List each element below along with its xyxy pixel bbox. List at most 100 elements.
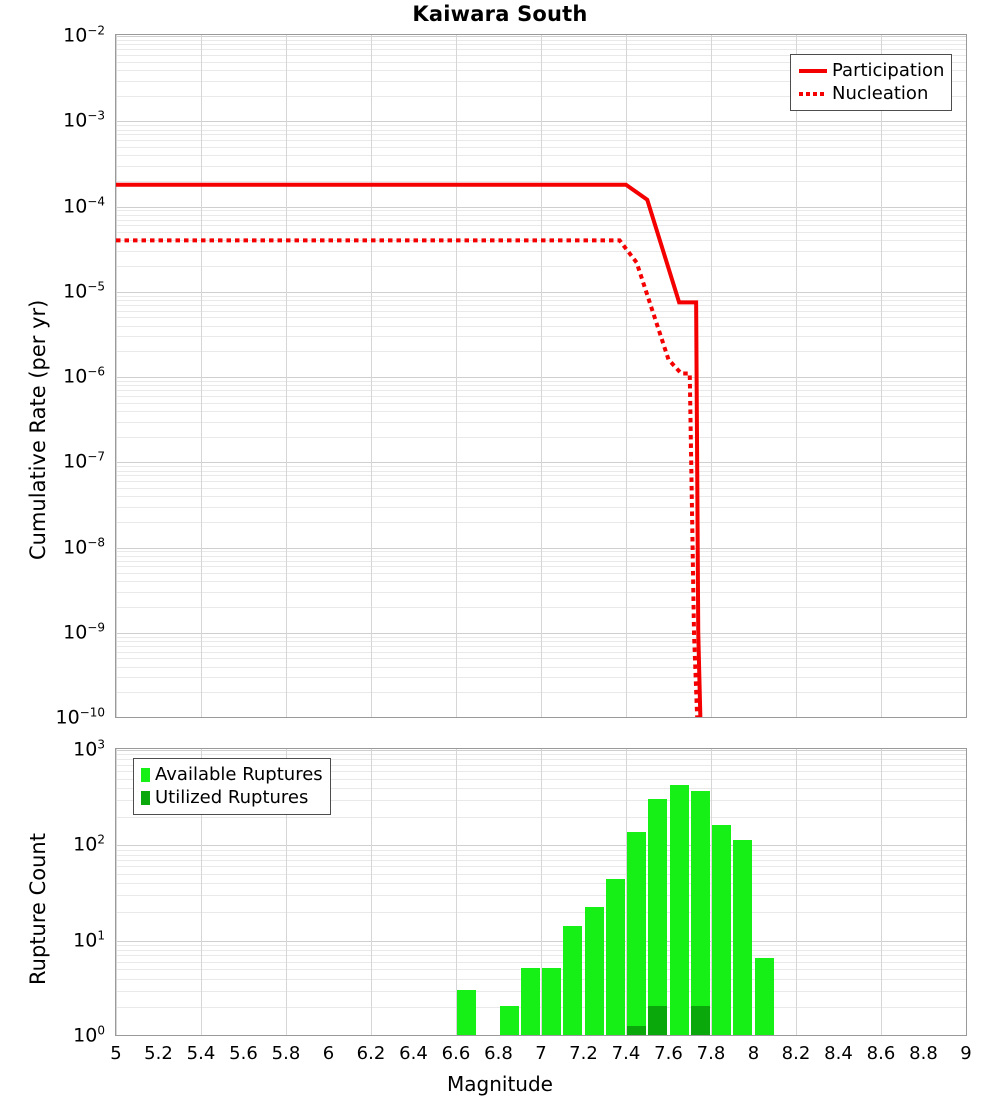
gridline-horizontal xyxy=(116,1036,966,1037)
x-tick-label: 7.6 xyxy=(654,1043,683,1064)
gridline-vertical xyxy=(966,749,967,1035)
x-tick-label: 7.4 xyxy=(611,1043,641,1064)
dotted-line-icon xyxy=(798,87,828,101)
y-tick-label: 10−3 xyxy=(63,108,105,132)
legend-item-label: Available Ruptures xyxy=(155,764,323,785)
top-y-axis-ticks: 10−2 10−3 10−4 10−5 10−6 10−7 10−8 10−9 10−10 xyxy=(0,0,105,740)
y-tick-label: 10−2 xyxy=(63,23,105,47)
page-title: Kaiwara South xyxy=(412,2,588,26)
curve-nucleation xyxy=(116,238,700,717)
y-tick-label: 101 xyxy=(73,927,105,952)
gridline-vertical xyxy=(116,35,117,717)
x-tick-label: 6 xyxy=(322,1043,335,1064)
color-swatch-icon xyxy=(141,767,150,782)
gridline-vertical xyxy=(456,749,457,1035)
gridline-vertical xyxy=(371,749,372,1035)
legend-item-label: Participation xyxy=(832,60,945,81)
gridline-vertical xyxy=(626,749,627,1035)
histogram-bar xyxy=(648,798,668,1035)
y-tick-label: 10−6 xyxy=(63,364,105,388)
histogram-bar xyxy=(520,968,540,1035)
x-tick-label: 8 xyxy=(747,1043,760,1064)
gridline-vertical xyxy=(966,35,967,717)
x-tick-label: 5 xyxy=(110,1043,122,1064)
histogram-bar-utilized xyxy=(648,1006,668,1035)
curve-participation xyxy=(116,182,703,717)
gridline-vertical xyxy=(711,749,712,1035)
cumulative-rate-plot xyxy=(115,34,967,718)
y-tick-label: 10−7 xyxy=(63,449,105,473)
gridline-vertical xyxy=(201,749,202,1035)
x-tick-label: 5.4 xyxy=(186,1043,216,1064)
histogram-bar xyxy=(712,824,732,1035)
gridline-vertical xyxy=(371,35,372,717)
legend-item[interactable]: Participation xyxy=(798,59,944,82)
x-tick-label: 6.6 xyxy=(441,1043,471,1064)
histogram-bar xyxy=(563,925,583,1035)
x-tick-label: 7.8 xyxy=(696,1043,726,1064)
solid-line-icon xyxy=(798,64,828,78)
y-tick-label: 100 xyxy=(73,1023,105,1047)
histogram-bar-utilized xyxy=(627,1025,647,1035)
x-tick-label: 7 xyxy=(535,1043,547,1064)
x-axis-ticks: 5 5.2 5.4 5.6 5.8 6 6.2 6.4 6.6 6.8 7 7.2 7.4 7.6 7.8 8… xyxy=(0,1043,1000,1069)
x-tick-label: 5.8 xyxy=(271,1043,301,1064)
x-tick-label: 6.8 xyxy=(484,1043,513,1064)
legend-item[interactable]: Available Ruptures xyxy=(141,763,323,786)
top-legend: Participation Nucleation xyxy=(790,54,953,111)
histogram-bar xyxy=(584,907,604,1035)
histogram-bar xyxy=(605,879,625,1035)
x-tick-label: 6.4 xyxy=(399,1043,428,1064)
x-tick-label: 5.6 xyxy=(229,1043,258,1064)
x-tick-label: 8.4 xyxy=(824,1043,853,1064)
y-tick-label: 10−5 xyxy=(63,279,105,303)
histogram-bar-utilized xyxy=(690,1006,710,1035)
legend-item[interactable]: Nucleation xyxy=(798,82,944,105)
gridline-vertical xyxy=(711,35,712,717)
x-tick-label: 8.8 xyxy=(909,1043,938,1064)
gridline-vertical xyxy=(881,35,882,717)
histogram-bar xyxy=(669,784,689,1035)
gridline-vertical xyxy=(541,35,542,717)
y-tick-label: 10−4 xyxy=(63,193,105,218)
gridline-vertical xyxy=(286,35,287,717)
bottom-gridlines xyxy=(116,749,966,1035)
legend-item-label: Utilized Ruptures xyxy=(155,787,309,808)
legend-item-label: Nucleation xyxy=(832,83,929,104)
rate-curves xyxy=(116,182,703,717)
x-tick-label: 5.2 xyxy=(144,1043,173,1064)
top-gridlines xyxy=(116,35,966,717)
gridline-vertical xyxy=(286,749,287,1035)
histogram-bar xyxy=(542,968,562,1035)
x-tick-label: 8.6 xyxy=(866,1043,896,1064)
gridline-vertical xyxy=(796,749,797,1035)
histogram-bar xyxy=(499,1006,519,1035)
gridline-vertical xyxy=(881,749,882,1035)
x-tick-label: 6.2 xyxy=(356,1043,386,1064)
legend-item[interactable]: Utilized Ruptures xyxy=(141,786,323,809)
histogram-bar xyxy=(457,989,477,1035)
y-tick-label: 10−10 xyxy=(55,705,105,729)
gridline-vertical xyxy=(626,35,627,717)
gridline-vertical xyxy=(456,35,457,717)
histogram-bar xyxy=(690,791,710,1035)
gridline-vertical xyxy=(201,35,202,717)
x-tick-label: 8.2 xyxy=(781,1043,811,1064)
gridline-vertical xyxy=(541,749,542,1035)
x-tick-label: 9 xyxy=(960,1043,972,1064)
bottom-y-axis-ticks: 103 102 101 100 xyxy=(0,0,105,1045)
rupture-histogram xyxy=(116,749,966,1035)
color-swatch-icon xyxy=(141,790,150,805)
gridline-vertical xyxy=(796,35,797,717)
y-tick-label: 102 xyxy=(73,832,105,856)
gridline-vertical xyxy=(116,749,117,1035)
bottom-y-axis-label: Rupture Count xyxy=(26,833,50,985)
histogram-bar xyxy=(754,957,774,1035)
x-axis-label: Magnitude xyxy=(447,1072,553,1096)
y-tick-label: 10−9 xyxy=(63,620,105,644)
bottom-legend: Available Ruptures Utilized Ruptures xyxy=(133,758,331,815)
gridline-horizontal xyxy=(116,718,966,719)
x-tick-label: 7.2 xyxy=(569,1043,598,1064)
y-tick-label: 10−8 xyxy=(63,534,105,559)
